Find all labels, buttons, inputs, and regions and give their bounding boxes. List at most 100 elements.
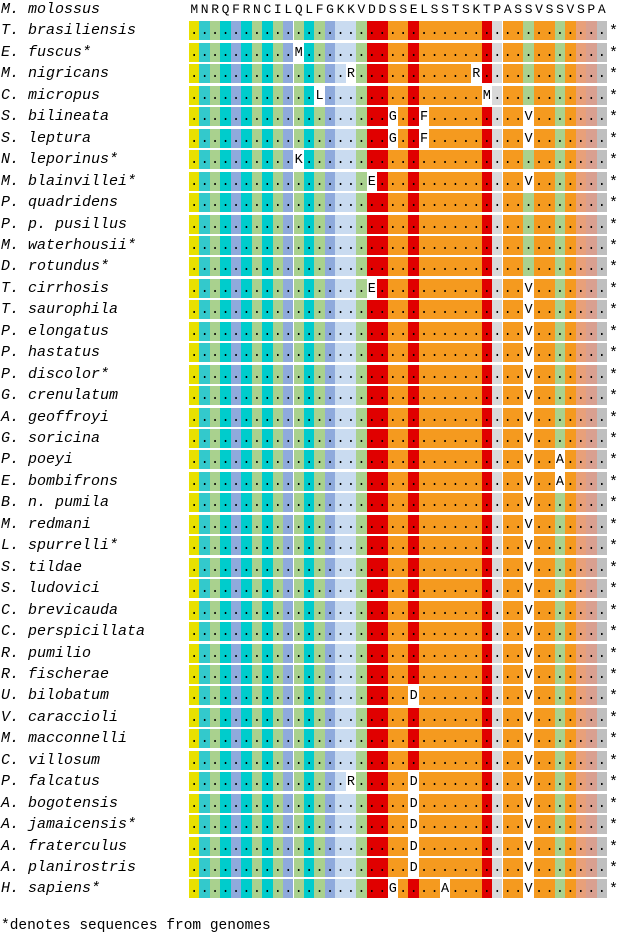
conserved-dot: . xyxy=(242,582,251,598)
conserved-dot: . xyxy=(190,818,199,834)
conserved-dot: . xyxy=(545,818,554,834)
alignment-cell xyxy=(199,150,210,170)
alignment-cell xyxy=(293,150,304,170)
conserved-dot: . xyxy=(566,217,575,233)
conserved-dot: . xyxy=(378,131,387,147)
conserved-dot: . xyxy=(305,24,314,40)
conserved-dot: . xyxy=(221,517,230,533)
alignment-cell xyxy=(230,836,242,856)
substitution-residue: V xyxy=(524,646,533,662)
conserved-dot: . xyxy=(200,453,209,469)
alignment-cell xyxy=(429,364,440,384)
conserved-dot: . xyxy=(242,839,251,855)
alignment-cell xyxy=(324,171,336,191)
alignment-cell xyxy=(241,514,252,534)
substitution-residue: V xyxy=(524,303,533,319)
conserved-dot: . xyxy=(190,517,199,533)
stop-codon-marker: * xyxy=(609,729,617,750)
alignment-cell xyxy=(492,407,503,427)
conserved-dot: . xyxy=(378,689,387,705)
alignment-cell xyxy=(429,664,440,684)
alignment-cell xyxy=(189,64,200,84)
conserved-dot: . xyxy=(535,432,544,447)
alignment-cell xyxy=(460,772,472,792)
conserved-dot: . xyxy=(514,174,523,190)
conserved-dot: . xyxy=(367,710,376,726)
conserved-dot: . xyxy=(252,432,261,447)
conserved-dot: . xyxy=(482,45,491,61)
conserved-dot: . xyxy=(367,775,376,791)
alignment-cell xyxy=(418,793,430,813)
conserved-dot: . xyxy=(566,625,575,641)
alignment-cell xyxy=(293,836,304,856)
conserved-dot: . xyxy=(284,796,293,812)
conserved-dot: . xyxy=(346,367,356,383)
conserved-dot: . xyxy=(555,775,565,791)
alignment-cell xyxy=(565,128,576,148)
alignment-cell xyxy=(429,579,440,599)
conserved-dot: . xyxy=(200,646,209,662)
conserved-dot: . xyxy=(221,45,230,61)
conserved-dot: . xyxy=(451,24,460,40)
conserved-dot: . xyxy=(336,324,345,340)
conserved-dot: . xyxy=(451,560,460,576)
alignment-cell xyxy=(398,836,409,856)
substitution-residue: V xyxy=(524,496,533,512)
stop-codon-marker: * xyxy=(609,493,617,514)
alignment-cell xyxy=(387,386,398,406)
conserved-dot: . xyxy=(566,346,575,362)
alignment-cell xyxy=(596,600,607,620)
conserved-dot: . xyxy=(284,560,293,576)
alignment-cell xyxy=(199,536,210,556)
conserved-dot: . xyxy=(472,346,481,362)
conserved-dot: . xyxy=(451,389,460,405)
alignment-cell xyxy=(209,858,221,877)
conserved-dot: . xyxy=(451,281,460,297)
conserved-dot: . xyxy=(294,474,303,490)
alignment-cell xyxy=(429,107,440,127)
alignment-cell xyxy=(481,858,493,877)
alignment-cell xyxy=(523,793,534,813)
alignment-cell xyxy=(481,407,493,427)
alignment-cell xyxy=(293,42,304,62)
conserved-dot: . xyxy=(252,153,261,169)
alignment-cell xyxy=(460,815,472,835)
alignment-cell xyxy=(554,42,566,62)
conserved-dot: . xyxy=(597,260,606,276)
alignment-cell xyxy=(418,364,430,384)
alignment-cell xyxy=(335,42,346,62)
conserved-dot: . xyxy=(336,153,345,169)
conserved-dot: . xyxy=(326,796,335,812)
alignment-cell xyxy=(220,364,231,384)
conserved-dot: . xyxy=(357,88,366,104)
conserved-dot: . xyxy=(409,24,418,40)
conserved-dot: . xyxy=(378,582,387,598)
alignment-cell xyxy=(262,836,273,856)
conserved-dot: . xyxy=(242,174,251,190)
conserved-dot: . xyxy=(294,217,303,233)
conserved-dot: . xyxy=(461,24,470,40)
conserved-dot: . xyxy=(294,367,303,383)
stop-codon-marker: * xyxy=(609,21,617,42)
conserved-dot: . xyxy=(545,882,554,898)
alignment-cell xyxy=(283,300,294,320)
alignment-cell xyxy=(251,493,263,513)
alignment-cell xyxy=(324,321,336,341)
conserved-dot: . xyxy=(378,517,387,533)
alignment-cell xyxy=(324,643,336,663)
conserved-dot: . xyxy=(514,153,523,169)
alignment-cell xyxy=(450,21,461,41)
alignment-cell xyxy=(377,686,388,706)
conserved-dot: . xyxy=(409,646,418,662)
conserved-dot: . xyxy=(378,539,387,555)
conserved-dot: . xyxy=(587,67,596,83)
conserved-dot: . xyxy=(190,110,199,126)
alignment-cell xyxy=(241,664,252,684)
conserved-dot: . xyxy=(200,603,209,619)
alignment-cell xyxy=(366,150,378,170)
alignment-cell xyxy=(544,171,555,191)
conserved-dot: . xyxy=(430,646,439,662)
alignment-cell xyxy=(418,64,430,84)
alignment-cell xyxy=(471,729,482,749)
alignment-cell xyxy=(283,772,294,792)
